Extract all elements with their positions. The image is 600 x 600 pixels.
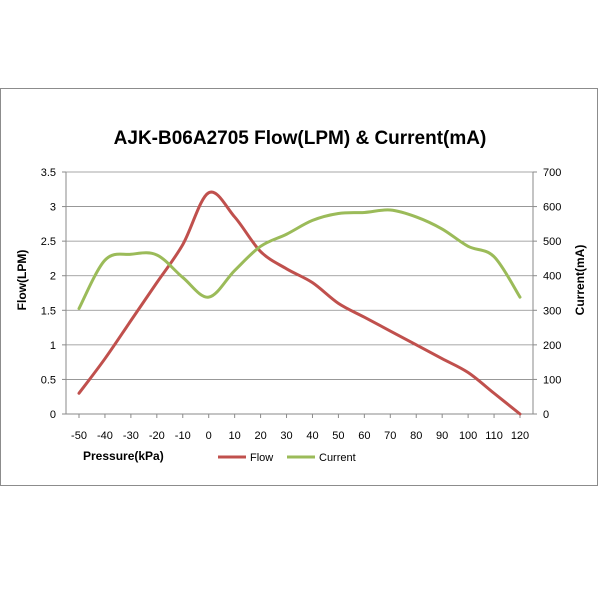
x-tick-label: 0 [206, 430, 212, 442]
chart-frame [0, 88, 598, 486]
x-tick-label: 40 [306, 430, 318, 442]
x-tick-label: 50 [332, 430, 344, 442]
y2-tick-label: 400 [543, 271, 561, 283]
legend-label-flow: Flow [250, 452, 273, 464]
x-tick-label: 60 [358, 430, 370, 442]
y-tick-label: 1 [50, 340, 56, 352]
x-tick-label: 10 [229, 430, 241, 442]
x-tick-label: 70 [384, 430, 396, 442]
x-tick-label: 90 [436, 430, 448, 442]
y-tick-label: 3 [50, 202, 56, 214]
y-tick-label: 3.5 [41, 167, 56, 179]
x-tick-label: 120 [511, 430, 529, 442]
chart-title: AJK-B06A2705 Flow(LPM) & Current(mA) [114, 128, 487, 149]
legend-label-current: Current [319, 452, 356, 464]
y2-tick-label: 500 [543, 236, 561, 248]
y2-axis-title: Current(mA) [573, 245, 587, 316]
y2-tick-label: 0 [543, 409, 549, 421]
x-tick-label: -30 [123, 430, 139, 442]
axes [62, 171, 537, 418]
y2-tick-label: 700 [543, 167, 561, 179]
x-tick-label: 20 [254, 430, 266, 442]
y2-tick-label: 600 [543, 202, 561, 214]
flow-series-line [77, 190, 522, 416]
y-tick-label: 2 [50, 271, 56, 283]
x-tick-label: 80 [410, 430, 422, 442]
current-series-line [77, 208, 522, 311]
tick-labels: 00.511.522.533.50100200300400500600700-5… [41, 167, 562, 442]
y2-tick-label: 300 [543, 305, 561, 317]
x-tick-label: 100 [459, 430, 477, 442]
y-tick-label: 1.5 [41, 305, 56, 317]
grid-lines [66, 171, 533, 380]
x-axis-title: Pressure(kPa) [83, 449, 164, 463]
x-tick-label: 110 [485, 430, 503, 442]
y2-tick-label: 100 [543, 374, 561, 386]
y-tick-label: 2.5 [41, 236, 56, 248]
x-tick-label: 30 [280, 430, 292, 442]
x-tick-label: -50 [71, 430, 87, 442]
series-lines [77, 190, 522, 416]
y2-tick-label: 200 [543, 340, 561, 352]
y-tick-label: 0 [50, 409, 56, 421]
x-tick-label: -20 [149, 430, 165, 442]
y-tick-label: 0.5 [41, 374, 56, 386]
x-tick-label: -40 [97, 430, 113, 442]
legend: Flow Current [218, 452, 356, 464]
x-tick-label: -10 [175, 430, 191, 442]
y-axis-title: Flow(LPM) [15, 250, 29, 311]
